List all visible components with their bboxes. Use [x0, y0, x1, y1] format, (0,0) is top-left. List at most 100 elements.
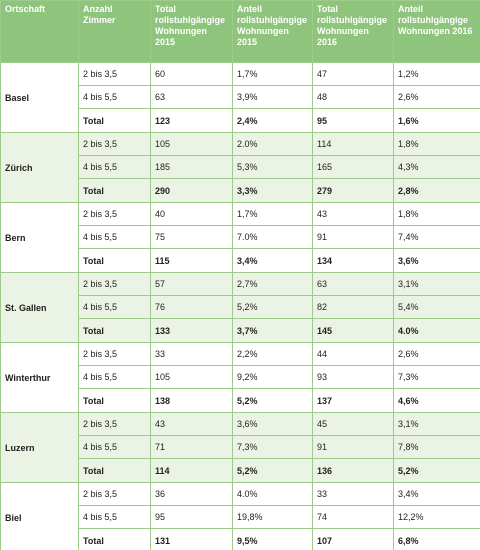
table-cell: 3,1% [393, 272, 480, 296]
table-cell: Total [78, 388, 151, 413]
table-cell: 1,7% [232, 202, 313, 226]
table-cell: 185 [150, 155, 233, 179]
header-cell: Ortschaft [0, 0, 79, 63]
table-cell: 123 [150, 108, 233, 133]
place-cell: Bern [0, 202, 79, 273]
table-cell: 93 [312, 365, 394, 389]
header-cell: Anteil rollstuhlgängige Wohnungen 2016 [393, 0, 480, 63]
table-cell: 95 [150, 505, 233, 529]
table-cell: 36 [150, 482, 233, 506]
table-cell: 114 [150, 458, 233, 483]
table-cell: 63 [150, 85, 233, 109]
table-cell: 2.0% [232, 132, 313, 156]
table-cell: 48 [312, 85, 394, 109]
table-cell: 76 [150, 295, 233, 319]
table-row: Total 133 3,7% 145 4.0% [1, 318, 480, 343]
table-cell: 9,5% [232, 528, 313, 550]
table-cell: 114 [312, 132, 394, 156]
table-cell: 1,7% [232, 62, 313, 86]
place-group: Zürich 2 bis 3,5 105 2.0% 114 1,8% 4 bis 5,5 18… [0, 132, 480, 203]
table-cell: 6,8% [393, 528, 480, 550]
table-row: Total 290 3,3% 279 2,8% [1, 178, 480, 203]
table-cell: 4,3% [393, 155, 480, 179]
table-row: Luzern 2 bis 3,5 43 3,6% 45 3,1% [0, 412, 480, 483]
table-cell: 5,2% [232, 458, 313, 483]
table-cell: 2,4% [232, 108, 313, 133]
header-cell: Total rollstuhlgängige Wohnungen 2015 [150, 0, 233, 63]
place-cell: St. Gallen [0, 272, 79, 343]
table-cell: 3,9% [232, 85, 313, 109]
table-cell: 3,4% [232, 248, 313, 273]
table-row: 4 bis 5,5 71 7,3% 91 7,8% [1, 435, 480, 459]
table-cell: Total [78, 108, 151, 133]
table-cell: 7,3% [232, 435, 313, 459]
table-cell: 82 [312, 295, 394, 319]
table-cell: 2,8% [393, 178, 480, 203]
table-cell: 133 [150, 318, 233, 343]
table-cell: 4.0% [232, 482, 313, 506]
table-cell: 2,6% [393, 342, 480, 366]
table-row: 4 bis 5,5 76 5,2% 82 5,4% [1, 295, 480, 319]
table-cell: 138 [150, 388, 233, 413]
table-cell: 134 [312, 248, 394, 273]
table-cell: 71 [150, 435, 233, 459]
table-cell: 44 [312, 342, 394, 366]
table-cell: 145 [312, 318, 394, 343]
table-row: Total 138 5,2% 137 4,6% [1, 388, 480, 413]
table-cell: 33 [150, 342, 233, 366]
table-row: Total 131 9,5% 107 6,8% [1, 528, 480, 550]
table-cell: 33 [312, 482, 394, 506]
header-cell: Anzahl Zimmer [78, 0, 151, 63]
place-group: St. Gallen 2 bis 3,5 57 2,7% 63 3,1% 4 bis 5,5… [0, 272, 480, 343]
table-cell: 75 [150, 225, 233, 249]
table-cell: 45 [312, 412, 394, 436]
table-cell: Total [78, 528, 151, 550]
place-group: Biel 2 bis 3,5 36 4.0% 33 3,4% 4 bis 5,5 95 19,8… [0, 482, 480, 550]
place-cell: Zürich [0, 132, 79, 203]
table-cell: 7,3% [393, 365, 480, 389]
place-cell: Winterthur [0, 342, 79, 413]
place-group: Basel 2 bis 3,5 60 1,7% 47 1,2% 4 bis 5,5 63 3,9… [0, 62, 480, 133]
table-cell: 19,8% [232, 505, 313, 529]
table-cell: 3,3% [232, 178, 313, 203]
table-cell: 60 [150, 62, 233, 86]
header-row: Ortschaft Anzahl Zimmer Total rollstuhlgän… [0, 0, 480, 63]
table-cell: 4 bis 5,5 [78, 295, 151, 319]
table-cell: 91 [312, 435, 394, 459]
table-cell: 43 [312, 202, 394, 226]
table-cell: 12,2% [393, 505, 480, 529]
table-cell: 2 bis 3,5 [78, 272, 151, 296]
table-cell: 40 [150, 202, 233, 226]
table-cell: 105 [150, 132, 233, 156]
table-cell: 2,6% [393, 85, 480, 109]
table-cell: 74 [312, 505, 394, 529]
table-cell: 279 [312, 178, 394, 203]
place-cell: Biel [0, 482, 79, 550]
table-cell: Total [78, 248, 151, 273]
table-row: Total 114 5,2% 136 5,2% [1, 458, 480, 483]
place-group: Bern 2 bis 3,5 40 1,7% 43 1,8% 4 bis 5,5 75 7.0%… [0, 202, 480, 273]
table-cell: 105 [150, 365, 233, 389]
place-group: Luzern 2 bis 3,5 43 3,6% 45 3,1% 4 bis 5,5 71 7,… [0, 412, 480, 483]
table-cell: 4 bis 5,5 [78, 85, 151, 109]
table-row: 4 bis 5,5 105 9,2% 93 7,3% [1, 365, 480, 389]
table-cell: 107 [312, 528, 394, 550]
table-cell: 5,2% [232, 295, 313, 319]
table-cell: 2 bis 3,5 [78, 202, 151, 226]
table-row: 4 bis 5,5 75 7.0% 91 7,4% [1, 225, 480, 249]
header-cell: Total rollstuhlgängige Wohnungen 2016 [312, 0, 394, 63]
table-cell: 3,6% [393, 248, 480, 273]
table-cell: Total [78, 318, 151, 343]
table-row: Bern 2 bis 3,5 40 1,7% 43 1,8% [0, 202, 480, 273]
table-cell: 1,6% [393, 108, 480, 133]
table-cell: 2 bis 3,5 [78, 482, 151, 506]
table-cell: 1,8% [393, 202, 480, 226]
table-row: St. Gallen 2 bis 3,5 57 2,7% 63 3,1% [0, 272, 480, 343]
table-cell: Total [78, 178, 151, 203]
table-cell: 4 bis 5,5 [78, 365, 151, 389]
table-cell: 1,8% [393, 132, 480, 156]
table-cell: 3,1% [393, 412, 480, 436]
table-cell: 5,2% [393, 458, 480, 483]
